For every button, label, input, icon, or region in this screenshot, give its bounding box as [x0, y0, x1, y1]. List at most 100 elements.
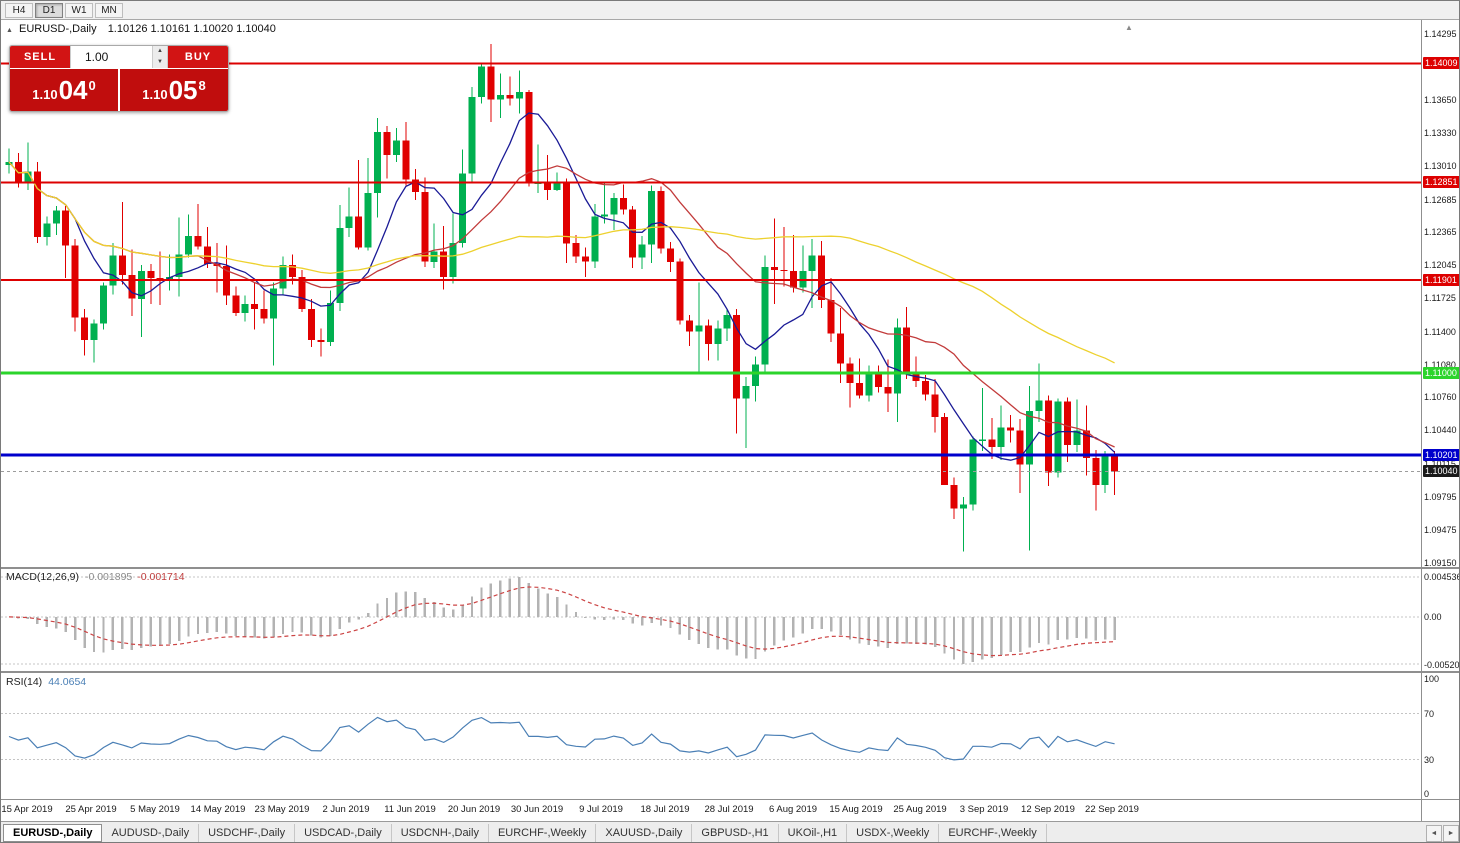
- one-click-toggle-icon[interactable]: ▲: [6, 27, 13, 34]
- date-axis[interactable]: 15 Apr 2019 25 Apr 2019 5 May 2019 14 May 2…: [1, 800, 1421, 820]
- axis-tick-label: 1.09795: [1424, 492, 1457, 502]
- sell-price-point: 0: [88, 78, 96, 93]
- axis-tick-label: 1.09475: [1424, 525, 1457, 535]
- tab-usdx-weekly[interactable]: USDX-,Weekly: [847, 824, 940, 842]
- price-tag: 1.10040: [1423, 465, 1459, 477]
- tab-scroll-controls: ◄ ►: [1426, 824, 1459, 842]
- axis-tick-label: 1.11725: [1424, 293, 1456, 303]
- chart-ohlc-values: 1.10126 1.10161 1.10020 1.10040: [107, 23, 276, 35]
- rsi-indicator-label: RSI(14) 44.0654: [6, 676, 86, 688]
- chart-symbol-label: EURUSD-,Daily: [19, 23, 97, 35]
- chart-header: ▲ EURUSD-,Daily 1.10126 1.10161 1.10020 …: [6, 23, 276, 35]
- rsi-name: RSI(14): [6, 676, 43, 688]
- date-axis-label: 28 Jul 2019: [704, 804, 754, 815]
- axis-tick-label: 1.10760: [1424, 392, 1457, 402]
- tab-eurusd-daily[interactable]: EURUSD-,Daily: [3, 824, 103, 842]
- axis-tick-label: 1.13010: [1424, 161, 1457, 171]
- price-axis[interactable]: 1.142951.139801.136501.133301.130101.126…: [1421, 20, 1460, 821]
- sell-price-base: 1.10: [32, 87, 58, 102]
- macd-main-value: -0.001895: [84, 571, 133, 583]
- volume-down-icon[interactable]: ▼: [153, 57, 167, 68]
- axis-tick-label: 1.12045: [1424, 260, 1457, 270]
- buy-price-base: 1.10: [142, 87, 168, 102]
- axis-tick-label: 70: [1424, 709, 1435, 719]
- rsi-pane[interactable]: [1, 673, 1421, 799]
- pane-separator[interactable]: [1, 567, 1459, 569]
- sell-price-pips: 04: [58, 75, 88, 105]
- price-tag: 1.10201: [1423, 449, 1459, 461]
- price-tag: 1.12851: [1423, 176, 1459, 188]
- tab-eurchf-weekly[interactable]: EURCHF-,Weekly: [489, 824, 597, 842]
- axis-tick-label: 100: [1424, 674, 1440, 684]
- axis-tick-label: 1.14295: [1424, 29, 1457, 39]
- axis-tick-label: 1.12685: [1424, 195, 1457, 205]
- tab-usdcad-daily[interactable]: USDCAD-,Daily: [295, 824, 392, 842]
- volume-input[interactable]: 1.00: [85, 50, 109, 64]
- axis-tick-label: 1.11080: [1424, 360, 1456, 370]
- axis-tick-label: 1.10115: [1424, 459, 1456, 469]
- tab-usdchf-daily[interactable]: USDCHF-,Daily: [199, 824, 296, 842]
- volume-field[interactable]: 1.00 ▲ ▼: [70, 46, 168, 68]
- axis-tick-label: 1.13650: [1424, 95, 1457, 105]
- date-axis-label: 25 Aug 2019: [893, 804, 947, 815]
- axis-separator: [1, 799, 1459, 800]
- one-click-trading-panel: SELL 1.00 ▲ ▼ BUY 1.10040 1.10058: [9, 45, 229, 112]
- date-axis-label: 20 Jun 2019: [447, 804, 501, 815]
- tab-scroll-right-icon[interactable]: ►: [1443, 824, 1459, 842]
- tab-xauusd-daily[interactable]: XAUUSD-,Daily: [596, 824, 693, 842]
- tab-gbpusd-h1[interactable]: GBPUSD-,H1: [692, 824, 779, 842]
- axis-tick-label: 1.11400: [1424, 327, 1456, 337]
- volume-up-icon[interactable]: ▲: [153, 46, 167, 57]
- date-axis-label: 23 May 2019: [254, 804, 310, 815]
- date-axis-label: 3 Sep 2019: [959, 804, 1009, 815]
- tab-audusd-daily[interactable]: AUDUSD-,Daily: [102, 824, 200, 842]
- axis-tick-label: 1.13330: [1424, 128, 1457, 138]
- date-axis-label: 30 Jun 2019: [510, 804, 564, 815]
- date-axis-label: 14 May 2019: [190, 804, 246, 815]
- tab-scroll-left-icon[interactable]: ◄: [1426, 824, 1442, 842]
- date-axis-label: 12 Sep 2019: [1021, 804, 1075, 815]
- price-tag: 1.14009: [1423, 57, 1459, 69]
- volume-spinner: ▲ ▼: [152, 46, 167, 68]
- axis-tick-label: 0.004536: [1424, 572, 1460, 582]
- date-axis-label: 22 Sep 2019: [1085, 804, 1139, 815]
- chart-shift-marker-icon[interactable]: ▲: [1125, 23, 1133, 32]
- pane-separator[interactable]: [1, 671, 1459, 673]
- date-axis-label: 9 Jul 2019: [579, 804, 623, 815]
- macd-indicator-label: MACD(12,26,9) -0.001895 -0.001714: [6, 571, 185, 583]
- date-axis-label: 25 Apr 2019: [65, 804, 117, 815]
- tab-eurchf-weekly-2[interactable]: EURCHF-,Weekly: [939, 824, 1047, 842]
- buy-price-point: 8: [198, 78, 206, 93]
- price-tag: 1.11901: [1423, 274, 1459, 286]
- date-axis-label: 2 Jun 2019: [322, 804, 370, 815]
- macd-signal-value: -0.001714: [137, 571, 185, 583]
- macd-pane[interactable]: [1, 569, 1421, 671]
- buy-price-display[interactable]: 1.10058: [120, 69, 228, 111]
- date-axis-label: 6 Aug 2019: [768, 804, 818, 815]
- axis-tick-label: 0: [1424, 789, 1430, 799]
- buy-button[interactable]: BUY: [168, 46, 228, 68]
- price-chart-pane[interactable]: [1, 20, 1421, 567]
- axis-tick-label: 1.09150: [1424, 558, 1457, 568]
- axis-tick-label: 30: [1424, 755, 1435, 765]
- axis-tick-label: 1.10440: [1424, 425, 1457, 435]
- sell-button[interactable]: SELL: [10, 46, 70, 68]
- trade-controls-row: SELL 1.00 ▲ ▼ BUY: [10, 46, 228, 69]
- timeframe-d1-button[interactable]: D1: [35, 2, 63, 18]
- timeframe-w1-button[interactable]: W1: [65, 2, 93, 18]
- rsi-value: 44.0654: [48, 676, 87, 688]
- date-axis-label: 5 May 2019: [130, 804, 180, 815]
- sell-price-display[interactable]: 1.10040: [10, 69, 118, 111]
- tab-ukoil-h1[interactable]: UKOil-,H1: [779, 824, 848, 842]
- tab-usdcnh-daily[interactable]: USDCNH-,Daily: [392, 824, 489, 842]
- price-tag: 1.11000: [1423, 367, 1459, 379]
- chart-tab-bar: EURUSD-,Daily AUDUSD-,Daily USDCHF-,Dail…: [1, 821, 1459, 842]
- axis-tick-label: -0.005205: [1424, 660, 1460, 670]
- axis-tick-label: 1.12365: [1424, 227, 1457, 237]
- timeframe-mn-button[interactable]: MN: [95, 2, 123, 18]
- date-axis-label: 18 Jul 2019: [640, 804, 690, 815]
- buy-price-pips: 05: [168, 75, 198, 105]
- date-axis-label: 15 Aug 2019: [829, 804, 883, 815]
- timeframe-h4-button[interactable]: H4: [5, 2, 33, 18]
